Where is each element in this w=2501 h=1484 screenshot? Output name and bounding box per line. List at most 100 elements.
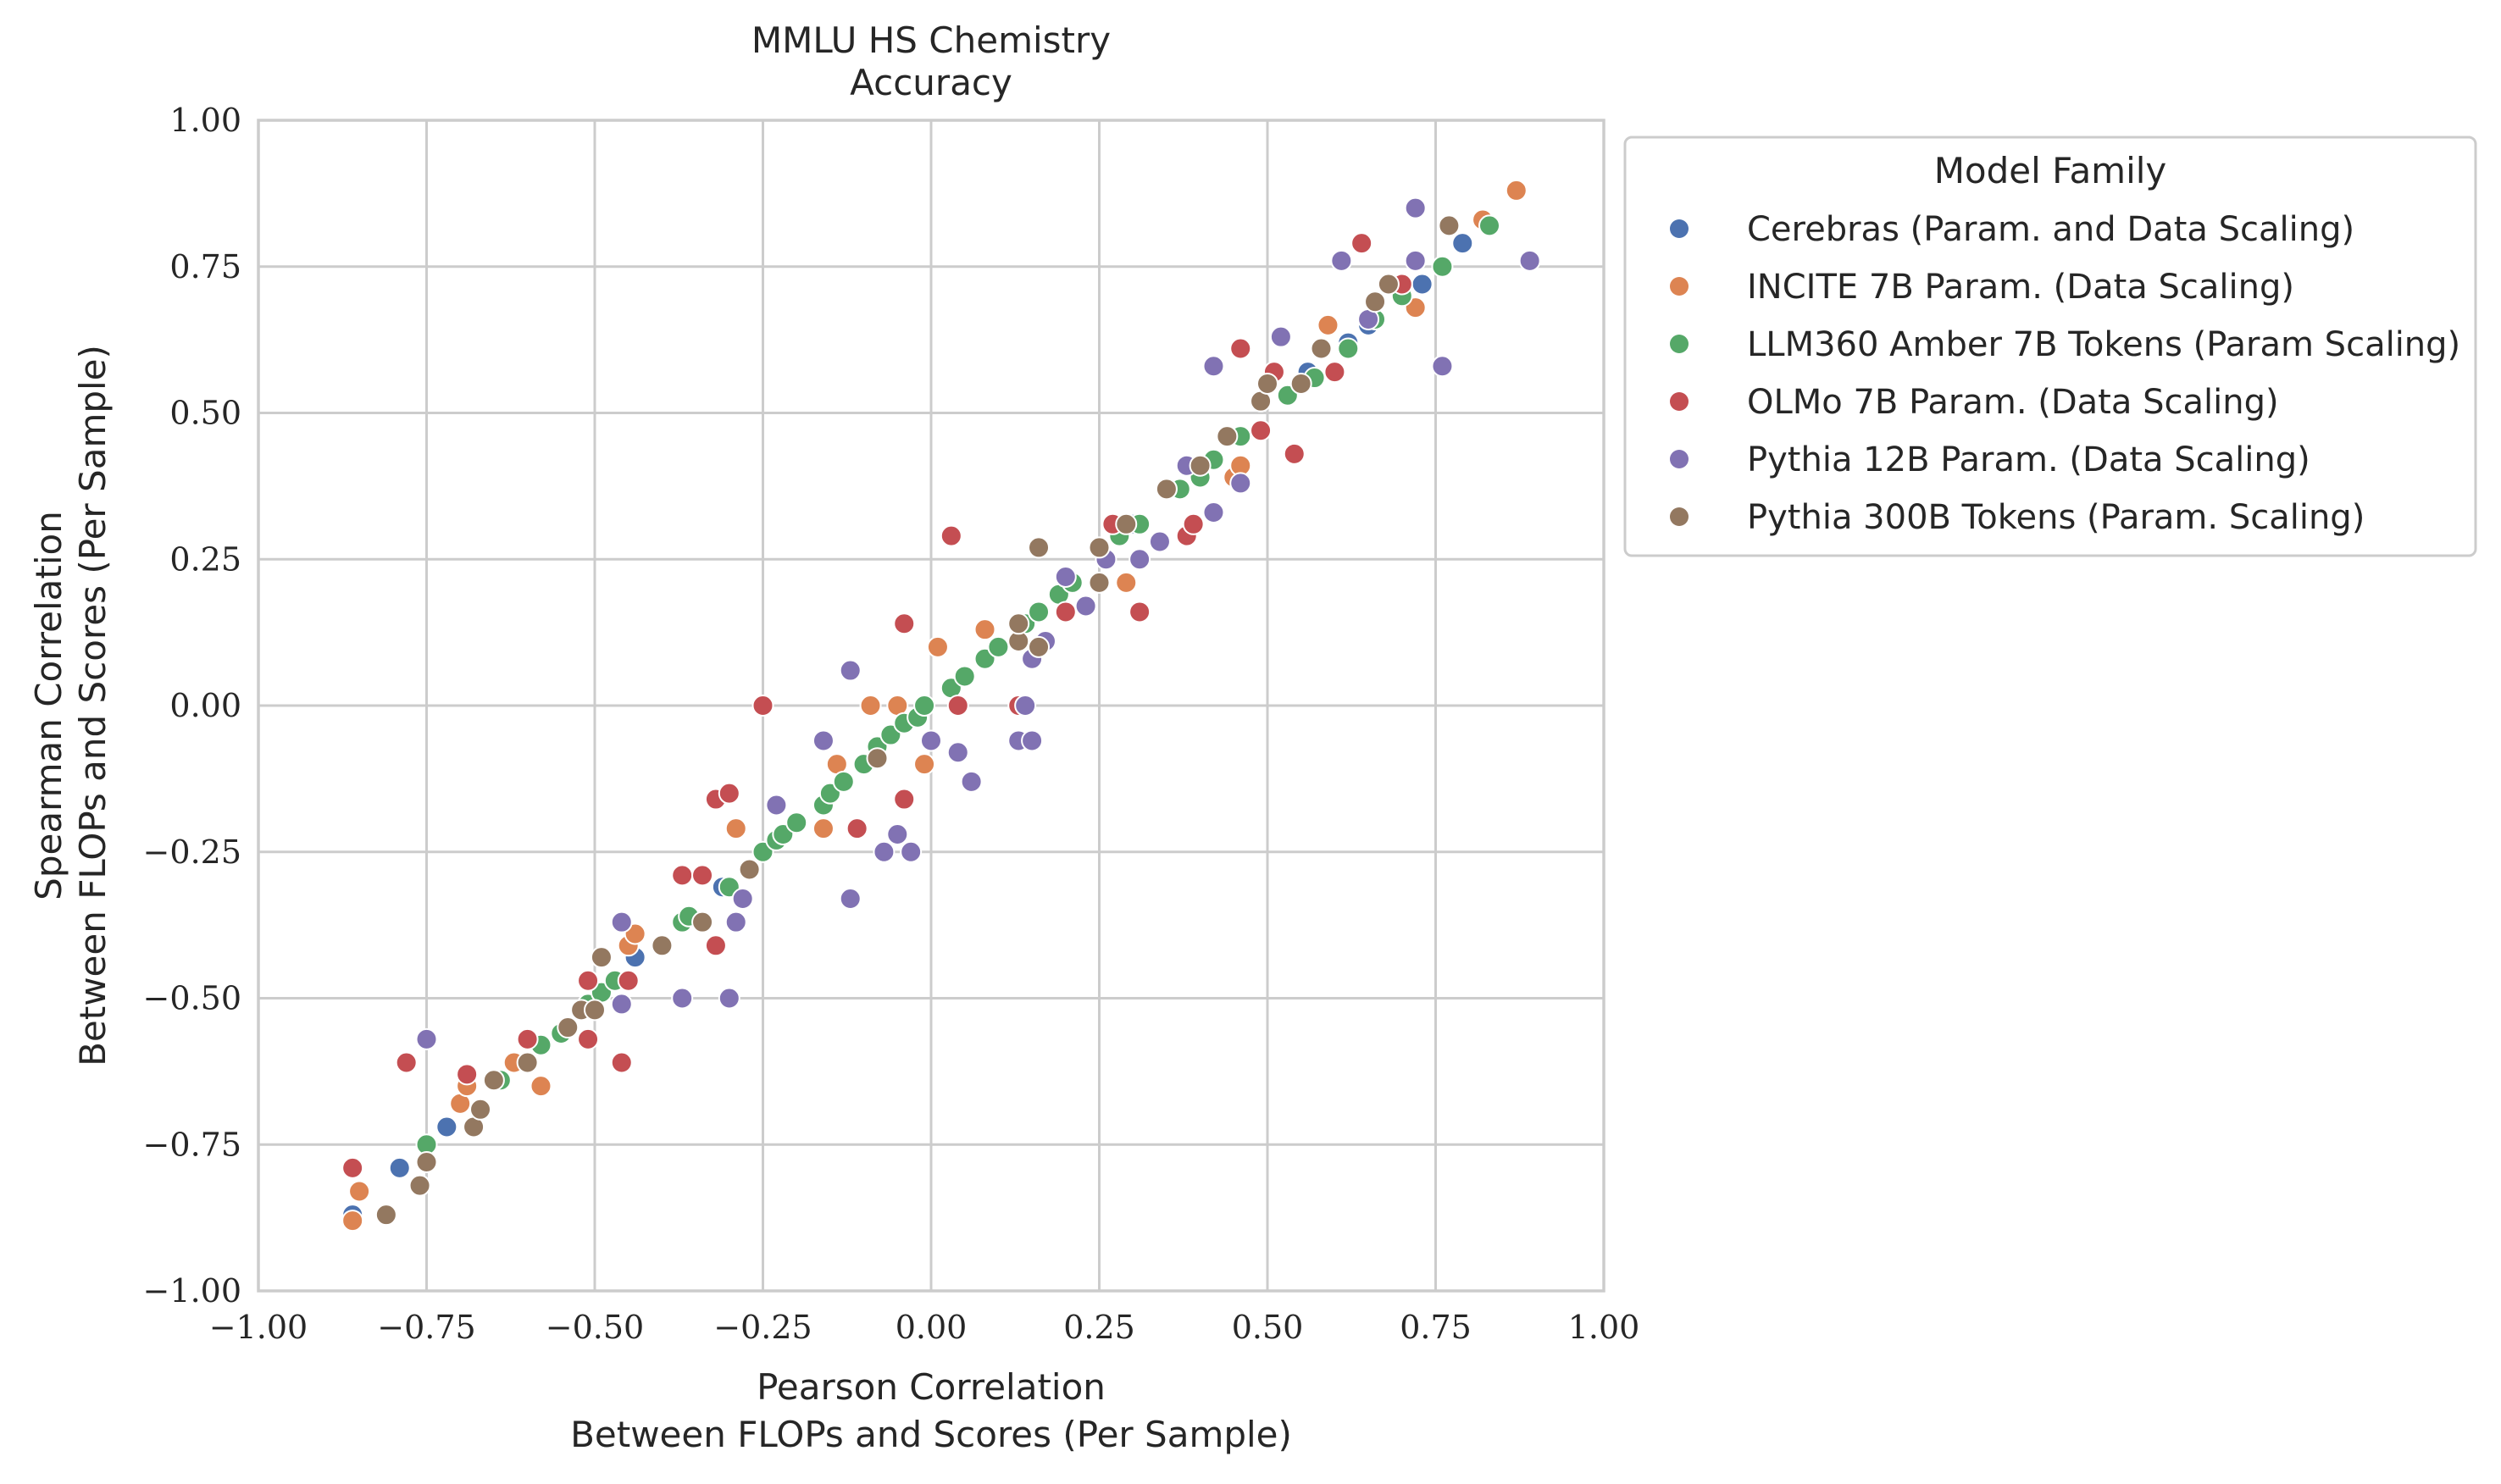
- data-point: [1216, 425, 1239, 448]
- data-point: [913, 695, 936, 717]
- data-point: [859, 695, 882, 717]
- data-point: [408, 1174, 431, 1197]
- data-point: [1505, 179, 1528, 202]
- y-tick-label: 0.25: [169, 540, 241, 578]
- x-tick-label: 0.50: [1232, 1309, 1304, 1346]
- legend-marker: [1670, 335, 1689, 353]
- x-axis-label-line2: Between FLOPs and Scores (Per Sample): [570, 1414, 1292, 1455]
- data-point: [1310, 337, 1333, 360]
- data-point: [1088, 536, 1111, 559]
- data-point: [973, 618, 996, 641]
- legend-marker: [1670, 507, 1689, 526]
- series-5: [374, 214, 1461, 1227]
- data-point: [1054, 601, 1077, 623]
- data-point: [893, 788, 916, 811]
- data-point: [415, 1150, 438, 1173]
- y-axis-label: Spearman Correlation: [28, 511, 69, 900]
- legend-label: OLMo 7B Param. (Data Scaling): [1747, 383, 2279, 422]
- x-tick-label: −0.50: [546, 1309, 644, 1346]
- data-point: [435, 1116, 458, 1138]
- data-point: [671, 987, 694, 1010]
- data-point: [812, 817, 835, 840]
- data-point: [671, 864, 694, 887]
- data-point: [724, 911, 747, 933]
- data-point: [516, 1027, 539, 1050]
- legend-label: Cerebras (Param. and Data Scaling): [1747, 210, 2354, 249]
- data-point: [1128, 548, 1151, 571]
- x-tick-labels: −1.00 −0.75 −0.50 −0.25 0.00 0.25 0.50 0.75 1.00: [209, 1309, 1640, 1346]
- legend-marker: [1670, 219, 1689, 238]
- y-tick-label: −0.75: [143, 1126, 241, 1163]
- legend-item: LLM360 Amber 7B Tokens (Param Scaling): [1670, 325, 2460, 364]
- data-point: [530, 1075, 552, 1098]
- legend-item: Pythia 12B Param. (Data Scaling): [1670, 440, 2310, 479]
- data-point: [1155, 478, 1178, 501]
- data-point: [846, 817, 868, 840]
- data-point: [1128, 601, 1151, 623]
- legend-marker: [1670, 392, 1689, 411]
- y-tick-label: −0.25: [143, 833, 241, 871]
- data-point: [731, 888, 754, 911]
- data-point: [1518, 249, 1541, 272]
- y-tick-label: −1.00: [143, 1272, 241, 1310]
- legend-box: [1623, 136, 2477, 557]
- data-point: [374, 1204, 397, 1227]
- y-tick-label: 0.75: [169, 248, 241, 285]
- data-point: [1317, 313, 1339, 336]
- data-point: [738, 858, 761, 881]
- legend-item: INCITE 7B Param. (Data Scaling): [1670, 268, 2294, 307]
- data-point: [1377, 273, 1400, 296]
- data-point: [577, 1027, 600, 1050]
- data-points: [341, 179, 1541, 1232]
- data-point: [651, 934, 674, 957]
- data-point: [456, 1063, 479, 1086]
- legend-label: Pythia 12B Param. (Data Scaling): [1747, 440, 2310, 479]
- data-point: [785, 811, 808, 834]
- y-tick-label: −0.50: [143, 980, 241, 1017]
- data-point: [1411, 273, 1434, 296]
- data-point: [1431, 355, 1454, 378]
- data-point: [1054, 565, 1077, 588]
- x-axis-label: Pearson Correlation: [757, 1366, 1106, 1408]
- x-tick-label: 0.75: [1400, 1309, 1472, 1346]
- data-point: [893, 612, 916, 635]
- data-point: [920, 729, 942, 752]
- data-point: [1269, 325, 1292, 348]
- data-point: [1431, 255, 1454, 278]
- data-point: [1028, 635, 1051, 658]
- data-point: [584, 999, 606, 1022]
- data-point: [1148, 530, 1171, 553]
- data-point: [1014, 695, 1037, 717]
- series-1: [341, 179, 1528, 1232]
- data-point: [832, 770, 855, 793]
- data-point: [704, 934, 727, 957]
- data-point: [886, 823, 909, 846]
- data-point: [866, 747, 889, 770]
- data-point: [1283, 442, 1306, 465]
- data-point: [610, 993, 633, 1016]
- legend-item: OLMo 7B Param. (Data Scaling): [1670, 383, 2279, 422]
- plot-frame: [257, 119, 1605, 1293]
- data-point: [577, 969, 600, 992]
- data-point: [953, 665, 976, 688]
- x-tick-label: −0.25: [713, 1309, 812, 1346]
- data-point: [1337, 337, 1360, 360]
- data-point: [812, 729, 835, 752]
- legend-title: Model Family: [1934, 150, 2167, 191]
- data-point: [1289, 372, 1312, 395]
- y-tick-labels: −1.00 −0.75 −0.50 −0.25 0.00 0.25 0.50 0.75 1.00: [143, 102, 241, 1310]
- legend-items: Cerebras (Param. and Data Scaling) INCITE…: [1670, 210, 2460, 537]
- data-point: [395, 1051, 418, 1074]
- data-point: [691, 911, 714, 933]
- legend-label: Pythia 300B Tokens (Param. Scaling): [1747, 498, 2365, 537]
- legend-marker: [1670, 450, 1689, 468]
- data-point: [873, 840, 896, 863]
- data-point: [516, 1051, 539, 1074]
- data-point: [900, 840, 923, 863]
- x-tick-label: −0.75: [377, 1309, 475, 1346]
- x-tick-label: 1.00: [1568, 1309, 1640, 1346]
- y-tick-label: 1.00: [169, 102, 241, 139]
- data-point: [1250, 419, 1273, 442]
- data-point: [960, 770, 983, 793]
- data-point: [610, 1051, 633, 1074]
